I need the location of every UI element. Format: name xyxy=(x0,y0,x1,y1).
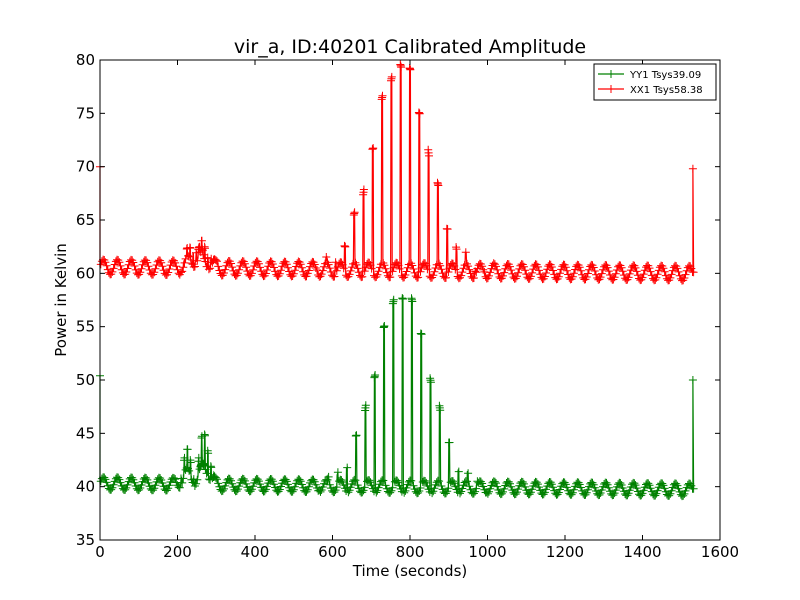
y-tick-label: 80 xyxy=(76,51,95,69)
legend-label: YY1 Tsys39.09 xyxy=(629,70,701,81)
x-tick-label: 1400 xyxy=(623,543,661,561)
y-tick-label: 70 xyxy=(76,158,95,176)
legend-label: XX1 Tsys58.38 xyxy=(630,85,703,96)
y-tick-label: 35 xyxy=(76,531,95,549)
legend: YY1 Tsys39.09 XX1 Tsys58.38 xyxy=(593,63,717,101)
y-tick-label: 65 xyxy=(76,211,95,229)
x-axis-ticks: 0 200 400 600 800 1000 1200 1400 1600 xyxy=(95,60,739,561)
x-tick-label: 800 xyxy=(396,543,425,561)
y-tick-label: 60 xyxy=(76,264,95,282)
series-1 xyxy=(96,60,698,285)
x-tick-label: 600 xyxy=(318,543,347,561)
x-tick-label: 1600 xyxy=(701,543,739,561)
y-tick-label: 75 xyxy=(76,104,95,122)
legend-marker xyxy=(607,70,615,78)
y-tick-label: 55 xyxy=(76,318,95,336)
chart-title: vir_a, ID:40201 Calibrated Amplitude xyxy=(234,36,586,58)
x-axis-label: Time (seconds) xyxy=(352,562,468,580)
y-tick-label: 40 xyxy=(76,478,95,496)
legend-box xyxy=(593,63,717,101)
x-tick-label: 400 xyxy=(241,543,270,561)
y-axis-label: Power in Kelvin xyxy=(52,243,70,357)
x-tick-label: 0 xyxy=(95,543,105,561)
x-tick-label: 1000 xyxy=(468,543,506,561)
x-tick-label: 1200 xyxy=(546,543,584,561)
legend-marker xyxy=(607,85,615,93)
y-axis-ticks: 35 40 45 50 55 60 65 70 75 80 xyxy=(76,51,720,549)
x-tick-label: 200 xyxy=(163,543,192,561)
series-layer xyxy=(96,60,698,501)
y-tick-label: 50 xyxy=(76,371,95,389)
y-tick-label: 45 xyxy=(76,424,95,442)
